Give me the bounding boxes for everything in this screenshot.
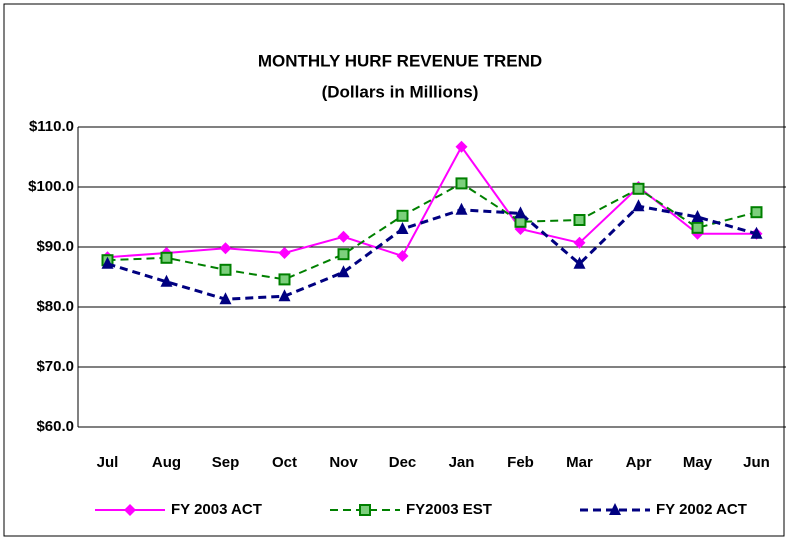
marker (278, 273, 291, 286)
marker (750, 226, 763, 239)
marker (573, 214, 586, 226)
y-tick-label: $60.0 (36, 418, 74, 435)
x-tick-label: Oct (272, 454, 297, 471)
marker (160, 274, 173, 287)
y-tick-label: $70.0 (36, 358, 74, 375)
marker (455, 177, 468, 190)
y-tick-label: $110.0 (29, 118, 74, 135)
x-tick-label: Feb (507, 454, 534, 471)
marker (396, 222, 409, 234)
marker (573, 236, 586, 249)
y-tick-label: $90.0 (36, 238, 74, 255)
marker (219, 292, 232, 305)
marker (278, 289, 291, 302)
legend-marker (609, 503, 621, 515)
x-tick-label: Aug (152, 454, 181, 471)
marker (160, 251, 173, 264)
marker (455, 202, 468, 215)
legend-label: FY 2002 ACT (656, 501, 747, 518)
marker (396, 250, 409, 262)
legend-label: FY 2003 ACT (171, 501, 262, 518)
legend-marker (124, 504, 136, 516)
marker (101, 256, 114, 269)
x-tick-label: Sep (212, 454, 240, 471)
marker (691, 210, 704, 222)
x-tick-label: Dec (389, 454, 417, 471)
y-tick-label: $100.0 (28, 178, 74, 195)
marker (750, 206, 763, 219)
marker (396, 209, 409, 222)
x-tick-label: Nov (329, 454, 358, 471)
chart-subtitle: (Dollars in Millions) (322, 82, 479, 101)
marker (219, 263, 232, 276)
marker (219, 242, 232, 255)
x-tick-label: May (683, 454, 713, 471)
series-line (107, 182, 757, 281)
marker (632, 182, 645, 195)
marker (337, 265, 350, 278)
marker (337, 248, 350, 261)
chart-frame (3, 3, 785, 537)
marker (691, 221, 704, 234)
marker (278, 247, 291, 259)
x-tick-label: Jan (449, 454, 475, 471)
y-tick-label: $80.0 (36, 298, 74, 315)
legend-label: FY2003 EST (406, 501, 492, 518)
marker (455, 140, 468, 153)
x-tick-label: Apr (626, 454, 652, 471)
x-tick-label: Mar (566, 454, 593, 471)
x-tick-label: Jun (743, 454, 770, 471)
marker (514, 206, 527, 219)
x-tick-label: Jul (97, 454, 119, 471)
marker (632, 199, 645, 212)
legend-marker (359, 504, 371, 516)
chart-title: MONTHLY HURF REVENUE TREND (258, 51, 542, 70)
marker (337, 230, 350, 243)
marker (573, 256, 586, 269)
